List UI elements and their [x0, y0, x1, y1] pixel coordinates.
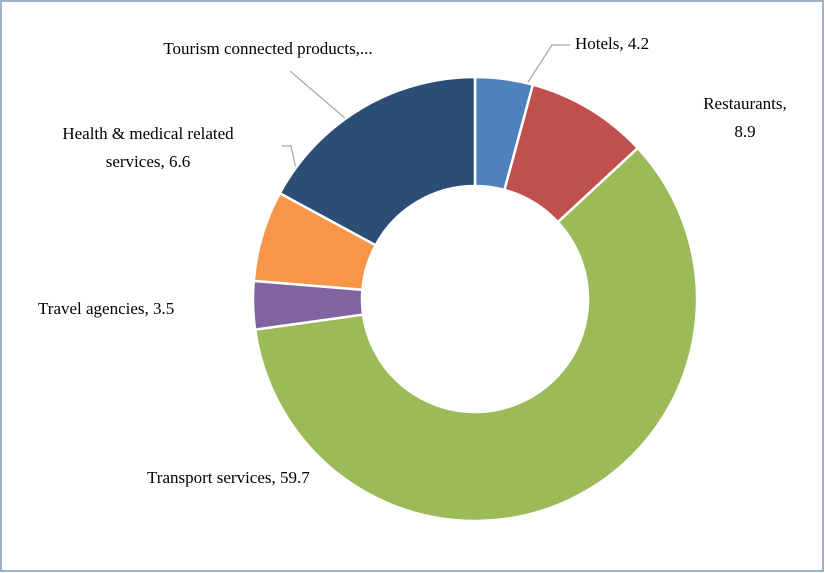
data-label-line: Travel agencies, 3.5 [38, 299, 174, 318]
data-label-line: Hotels, 4.2 [575, 34, 649, 53]
data-label-line: Tourism connected products,... [163, 39, 372, 58]
data-label: Travel agencies, 3.5 [38, 299, 174, 318]
data-label: Health & medical related services, 6.6 [62, 124, 234, 171]
data-label-line: Transport services, 59.7 [147, 468, 310, 487]
data-label: Tourism connected products,... [163, 39, 372, 58]
data-label-line: Health & medical related [62, 124, 234, 143]
data-label: Restaurants, 8.9 [703, 94, 787, 141]
data-label-line: Restaurants, [703, 94, 787, 113]
donut-slice [253, 146, 699, 523]
data-label: Transport services, 59.7 [147, 468, 310, 487]
data-label-line: 8.9 [734, 122, 755, 141]
donut-slice [278, 75, 477, 247]
data-label-line: services, 6.6 [106, 152, 191, 171]
data-label: Hotels, 4.2 [575, 34, 649, 53]
